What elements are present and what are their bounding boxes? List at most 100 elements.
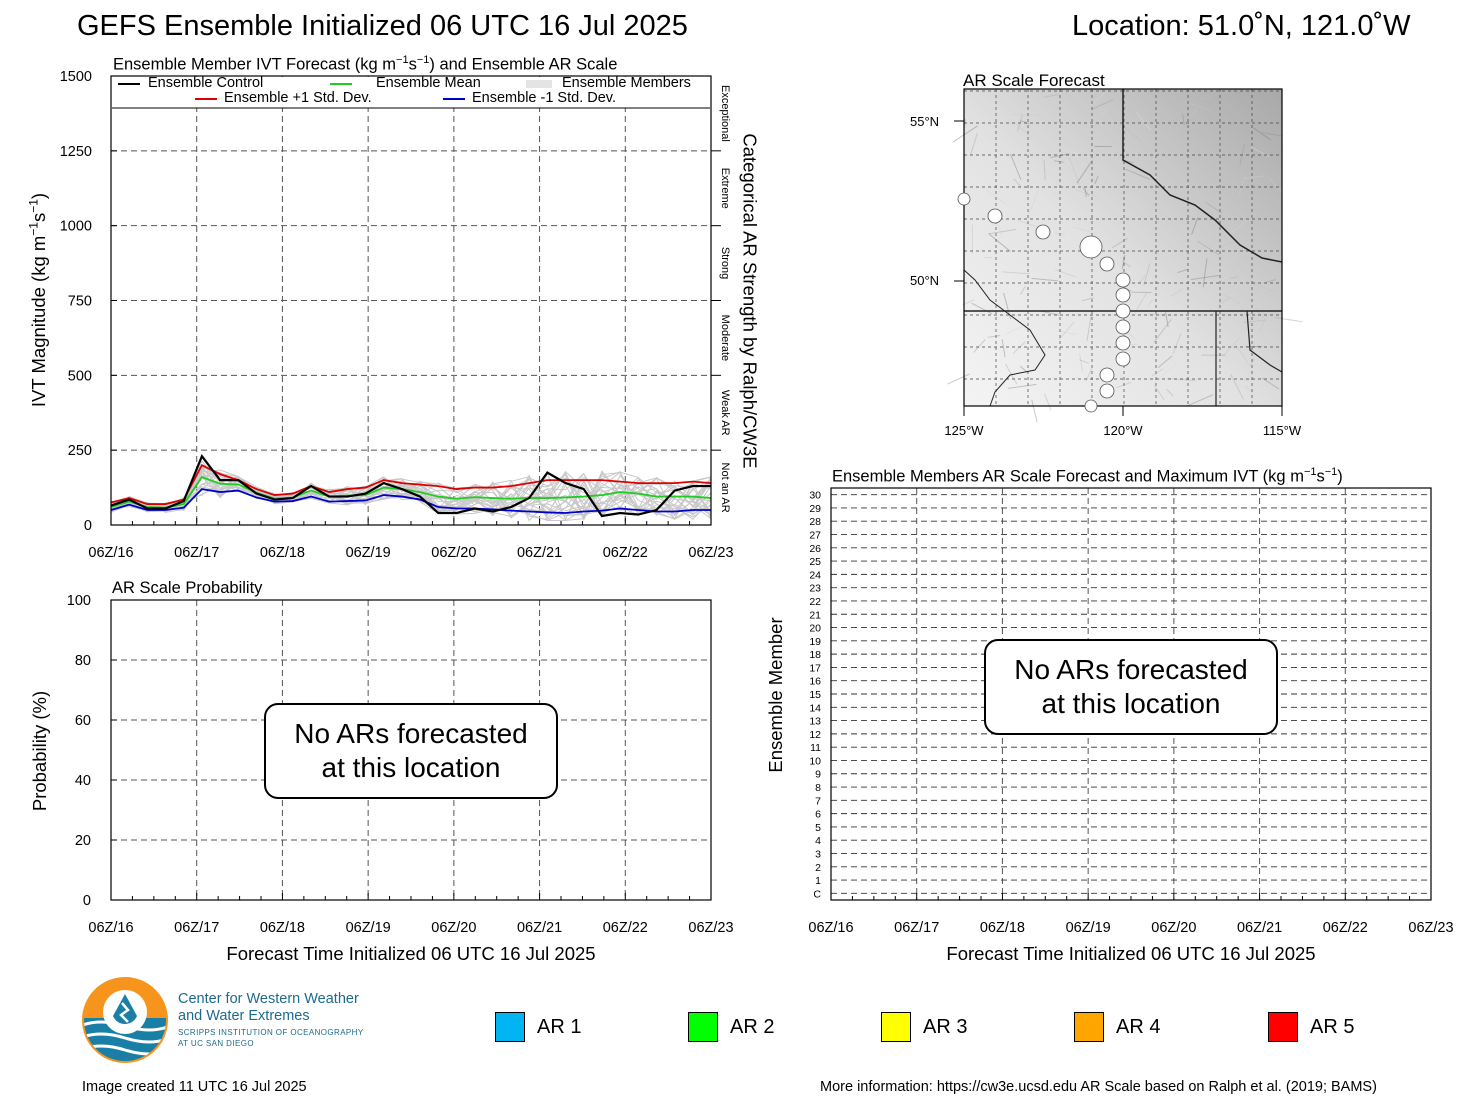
map-terrain-texture (1009, 153, 1022, 180)
map-terrain-texture (1138, 275, 1146, 285)
map-lon-label-125: 125°W (944, 423, 984, 438)
footer-more-info: More information: https://cw3e.ucsd.edu … (820, 1079, 1377, 1095)
map-terrain-texture (1031, 277, 1059, 282)
map-coastline (963, 269, 1046, 407)
map-terrain-texture (1243, 319, 1267, 323)
ivt-panel: 0 250 500 750 1000 1250 1500 06Z/16 06Z/17 06Z/18… (60, 69, 734, 561)
map-terrain-texture (1005, 363, 1018, 385)
map-ivt-point (1099, 383, 1115, 399)
prob-x-tick-label: 06Z/22 (603, 920, 648, 936)
map-terrain-texture (980, 106, 1000, 130)
map-terrain-texture (1222, 293, 1241, 305)
map-terrain-texture (1161, 252, 1185, 261)
members-x-tick-label: 06Z/19 (1066, 920, 1111, 936)
ivt-x-tick-label: 06Z/22 (603, 545, 648, 561)
map-terrain-texture (1091, 98, 1114, 110)
map-terrain-texture (1235, 344, 1250, 366)
map-state-border (1246, 310, 1283, 373)
map-terrain-texture (1249, 357, 1255, 367)
ar-legend-swatch-2 (688, 1012, 718, 1042)
map-terrain-texture (1254, 282, 1264, 293)
map-terrain-texture (1172, 332, 1182, 355)
legend-plus-std-label: Ensemble +1 Std. Dev. (224, 90, 372, 106)
map-terrain-texture (1164, 310, 1169, 328)
map-terrain-texture (971, 302, 993, 315)
map-ivt-point (1035, 224, 1051, 240)
series-line-ensemble-mean (110, 476, 712, 509)
members-y-axis-label: Ensemble Member (764, 617, 786, 773)
map-province-border (1122, 89, 1283, 263)
members-no-ar-line1: No ARs forecasted (1014, 653, 1248, 685)
map-terrain-texture (987, 334, 1001, 338)
map-terrain-texture (1111, 237, 1128, 249)
ar-legend-swatch-5 (1268, 1012, 1298, 1042)
members-x-tick-label: 06Z/20 (1151, 920, 1196, 936)
map-terrain-texture (1200, 97, 1211, 100)
legend-members-label: Ensemble Members (562, 75, 691, 91)
prob-y-tick-label: 100 (67, 593, 91, 609)
legend-background (112, 77, 710, 108)
map-terrain-texture (1253, 127, 1271, 141)
map-terrain-texture (1122, 261, 1131, 268)
members-x-tick-label: 06Z/23 (1408, 920, 1453, 936)
logo-text-line1: Center for Western Weather (178, 991, 359, 1007)
map-terrain-texture (1019, 286, 1026, 295)
map-terrain-texture (1170, 288, 1184, 297)
member-tick-label: C (813, 888, 821, 900)
series-line-ensemble-control (110, 453, 711, 518)
ivt-x-tick-label: 06Z/17 (174, 545, 219, 561)
map-terrain-texture (1231, 213, 1256, 233)
map-terrain-texture (1250, 281, 1276, 293)
map-ivt-point (1115, 319, 1131, 335)
map-terrain-texture (973, 339, 986, 353)
ivt-y-tick-label: 1500 (60, 69, 92, 85)
map-terrain-texture (1012, 341, 1026, 355)
legend-mean-label: Ensemble Mean (376, 75, 481, 91)
map-terrain-texture (1167, 377, 1196, 382)
members-x-axis-label: Forecast Time Initialized 06 UTC 16 Jul … (946, 943, 1316, 964)
map-terrain-texture (1079, 353, 1084, 373)
map-terrain-texture (1019, 120, 1030, 125)
map-terrain-texture (1166, 389, 1174, 397)
prob-x-tick-label: 06Z/23 (688, 920, 733, 936)
member-tick-label: 13 (809, 716, 821, 728)
map-terrain-texture (1043, 159, 1046, 180)
ivt-x-tick-label: 06Z/21 (517, 545, 562, 561)
prob-y-tick-label: 0 (83, 893, 91, 909)
ar-legend-label-2: AR 2 (730, 1016, 775, 1038)
ensemble-member-line (110, 472, 712, 516)
series-line-ensemble-1-std-dev- (110, 488, 711, 514)
cw3e-logo (82, 977, 168, 1063)
map-terrain-texture (988, 233, 1011, 252)
map-ivt-point (1115, 351, 1131, 367)
map-terrain-texture (1204, 201, 1222, 214)
prob-x-tick-label: 06Z/18 (260, 920, 305, 936)
map-terrain-texture (1219, 239, 1238, 249)
map-terrain-texture (1001, 339, 1006, 358)
ar-scale-map-panel (947, 88, 1303, 423)
member-tick-label: 18 (809, 649, 821, 661)
ivt-y-tick-label: 1000 (60, 219, 92, 235)
ar-category-label: Extreme (719, 168, 731, 209)
ar-legend-label-1: AR 1 (537, 1016, 582, 1038)
ensemble-member-line (110, 471, 712, 522)
prob-x-tick-label: 06Z/17 (174, 920, 219, 936)
map-terrain-texture (1153, 319, 1172, 343)
map-terrain-texture (1269, 347, 1281, 368)
ivt-x-tick-label: 06Z/18 (260, 545, 305, 561)
map-terrain-texture (1218, 296, 1232, 306)
map-terrain-texture (1043, 94, 1059, 98)
legend-minus-std-label: Ensemble -1 Std. Dev. (472, 90, 616, 106)
ar-legend-label-3: AR 3 (923, 1016, 968, 1038)
member-tick-label: 5 (815, 822, 821, 834)
probability-x-axis-label: Forecast Time Initialized 06 UTC 16 Jul … (226, 943, 596, 964)
ar-category-label: Moderate (719, 315, 731, 361)
member-tick-label: 24 (809, 569, 821, 581)
map-terrain-texture (1071, 226, 1092, 233)
member-tick-label: 22 (809, 596, 821, 608)
members-x-tick-label: 06Z/18 (980, 920, 1025, 936)
ivt-y-tick-label: 0 (84, 518, 92, 534)
member-tick-label: 1 (815, 875, 821, 887)
map-terrain-texture (952, 125, 978, 143)
prob-x-tick-label: 06Z/21 (517, 920, 562, 936)
